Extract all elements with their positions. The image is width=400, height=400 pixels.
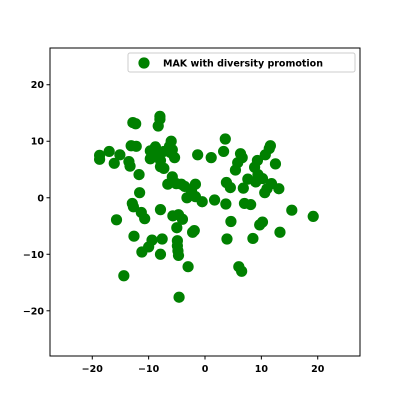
scatter-point bbox=[256, 172, 269, 185]
scatter-point bbox=[171, 222, 183, 234]
scatter-point bbox=[134, 187, 146, 199]
scatter-point bbox=[188, 224, 200, 237]
legend-marker bbox=[138, 57, 150, 69]
x-tick-label: 0 bbox=[202, 364, 209, 375]
scatter-point bbox=[154, 248, 167, 260]
scatter-point bbox=[269, 158, 282, 170]
scatter-point bbox=[130, 140, 142, 152]
scatter-point bbox=[225, 215, 237, 228]
scatter-point bbox=[256, 216, 269, 228]
scatter-point bbox=[196, 196, 208, 208]
x-tick-label: −10 bbox=[138, 364, 160, 375]
scatter-point bbox=[236, 265, 248, 277]
scatter-point bbox=[236, 152, 248, 164]
legend: MAK with diversity promotion bbox=[127, 52, 356, 73]
scatter-point bbox=[251, 154, 264, 167]
scatter-point bbox=[220, 198, 232, 210]
scatter-point bbox=[124, 160, 136, 172]
scatter-point bbox=[205, 152, 217, 164]
scatter-point bbox=[182, 261, 194, 273]
y-tick-label: 0 bbox=[37, 193, 44, 204]
scatter-point bbox=[128, 230, 140, 242]
scatter-point bbox=[176, 213, 189, 225]
y-tick-label: 10 bbox=[31, 137, 45, 148]
scatter-point bbox=[108, 157, 120, 169]
scatter-point bbox=[208, 194, 221, 206]
scatter-point bbox=[127, 201, 140, 213]
x-tick-label: 20 bbox=[311, 364, 325, 375]
scatter-point bbox=[221, 233, 233, 245]
scatter-point bbox=[173, 291, 185, 303]
y-tick-label: −20 bbox=[23, 306, 45, 317]
scatter-point bbox=[218, 145, 230, 158]
y-tick-label: −10 bbox=[23, 250, 45, 261]
scatter-point bbox=[274, 226, 286, 238]
scatter-point bbox=[219, 133, 231, 145]
legend-box bbox=[127, 52, 356, 73]
plot-frame bbox=[49, 47, 361, 357]
scatter-point bbox=[264, 140, 276, 152]
scatter-point bbox=[146, 234, 158, 246]
scatter-point bbox=[165, 135, 177, 147]
ticks-layer: −20 −10 0 10 20 −20 −10 0 10 20 bbox=[23, 80, 325, 375]
scatter-point bbox=[139, 213, 151, 225]
scatter-point bbox=[103, 145, 115, 158]
x-tick-label: −20 bbox=[82, 364, 104, 375]
y-tick-label: 20 bbox=[31, 80, 45, 91]
scatter-point bbox=[172, 249, 185, 262]
scatter-point bbox=[114, 149, 126, 161]
legend-label: MAK with diversity promotion bbox=[163, 59, 323, 70]
points-layer bbox=[94, 110, 319, 303]
scatter-point bbox=[118, 270, 130, 282]
scatter-point bbox=[245, 198, 257, 211]
scatter-point bbox=[133, 168, 145, 181]
scatter-point bbox=[94, 153, 106, 165]
x-tick-label: 10 bbox=[255, 364, 269, 375]
scatter-point bbox=[224, 181, 236, 194]
scatter-point bbox=[247, 232, 259, 245]
scatter-point bbox=[154, 204, 167, 216]
scatter-point bbox=[307, 210, 319, 223]
scatter-point bbox=[158, 162, 170, 174]
scatter-point bbox=[237, 182, 249, 194]
scatter-point bbox=[156, 233, 168, 245]
scatter-point bbox=[168, 152, 181, 164]
scatter-point bbox=[110, 214, 123, 226]
scatter-point bbox=[130, 118, 142, 130]
scatter-point bbox=[192, 149, 204, 161]
scatter-point bbox=[189, 178, 202, 190]
scatter-point bbox=[154, 110, 166, 122]
scatter-point bbox=[286, 204, 298, 216]
scatter-point bbox=[273, 183, 285, 195]
